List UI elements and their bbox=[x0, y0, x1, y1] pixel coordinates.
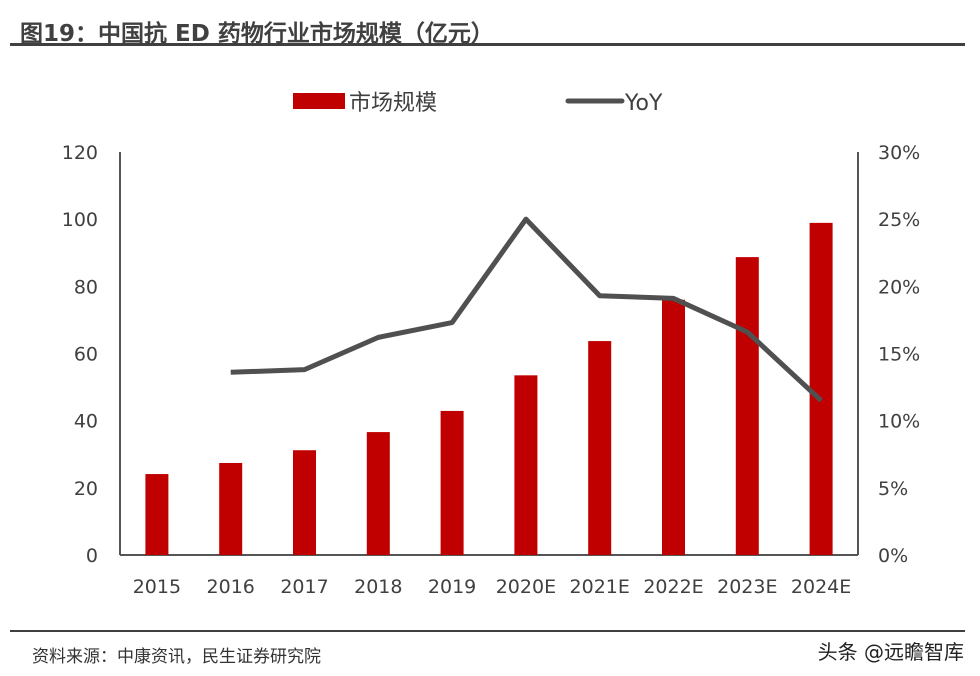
bar-2016 bbox=[219, 462, 243, 555]
right-tick-label: 30% bbox=[878, 142, 920, 164]
bar-2020E bbox=[514, 375, 538, 555]
bar-2021E bbox=[588, 341, 612, 555]
x-tick-label: 2017 bbox=[280, 576, 328, 598]
legend-line-label: YoY bbox=[624, 91, 663, 116]
bar-2017 bbox=[293, 450, 316, 555]
right-tick-label: 0% bbox=[878, 545, 908, 567]
right-tick-label: 15% bbox=[878, 344, 920, 366]
x-tick-label: 2016 bbox=[207, 576, 255, 598]
x-tick-label: 2018 bbox=[354, 576, 402, 598]
x-tick-label: 2019 bbox=[428, 576, 476, 598]
bar-2023E bbox=[735, 257, 759, 555]
left-tick-label: 80 bbox=[74, 276, 98, 298]
right-tick-label: 20% bbox=[878, 276, 920, 298]
bar-2024E bbox=[809, 222, 833, 555]
right-tick-label: 25% bbox=[878, 209, 920, 231]
x-tick-label: 2023E bbox=[717, 576, 777, 598]
bar-2019 bbox=[440, 410, 464, 555]
bar-2022E bbox=[662, 299, 685, 555]
right-tick-label: 5% bbox=[878, 478, 908, 500]
watermark: 头条 @远瞻智库 bbox=[817, 640, 964, 664]
yoy-line bbox=[230, 216, 823, 403]
bar-2015 bbox=[145, 474, 169, 555]
x-tick-label: 2020E bbox=[496, 576, 556, 598]
legend-bar-label: 市场规模 bbox=[349, 91, 437, 116]
left-tick-label: 120 bbox=[62, 142, 98, 164]
x-tick-label: 2015 bbox=[133, 576, 181, 598]
left-tick-label: 100 bbox=[62, 209, 98, 231]
footer-divider bbox=[10, 630, 965, 632]
left-tick-label: 60 bbox=[74, 344, 98, 366]
x-tick-label: 2022E bbox=[643, 576, 703, 598]
chart-title: 图19：中国抗 ED 药物行业市场规模（亿元） bbox=[20, 21, 494, 47]
x-tick-label: 2021E bbox=[570, 576, 630, 598]
title-divider bbox=[10, 43, 965, 46]
left-tick-label: 20 bbox=[74, 478, 98, 500]
left-tick-label: 0 bbox=[86, 545, 98, 567]
legend-bar-swatch bbox=[293, 93, 345, 109]
bar-2018 bbox=[366, 432, 390, 555]
x-tick-label: 2024E bbox=[791, 576, 851, 598]
right-tick-label: 10% bbox=[878, 411, 920, 433]
left-tick-label: 40 bbox=[74, 411, 98, 433]
source-note: 资料来源：中康资讯，民生证券研究院 bbox=[32, 647, 321, 667]
